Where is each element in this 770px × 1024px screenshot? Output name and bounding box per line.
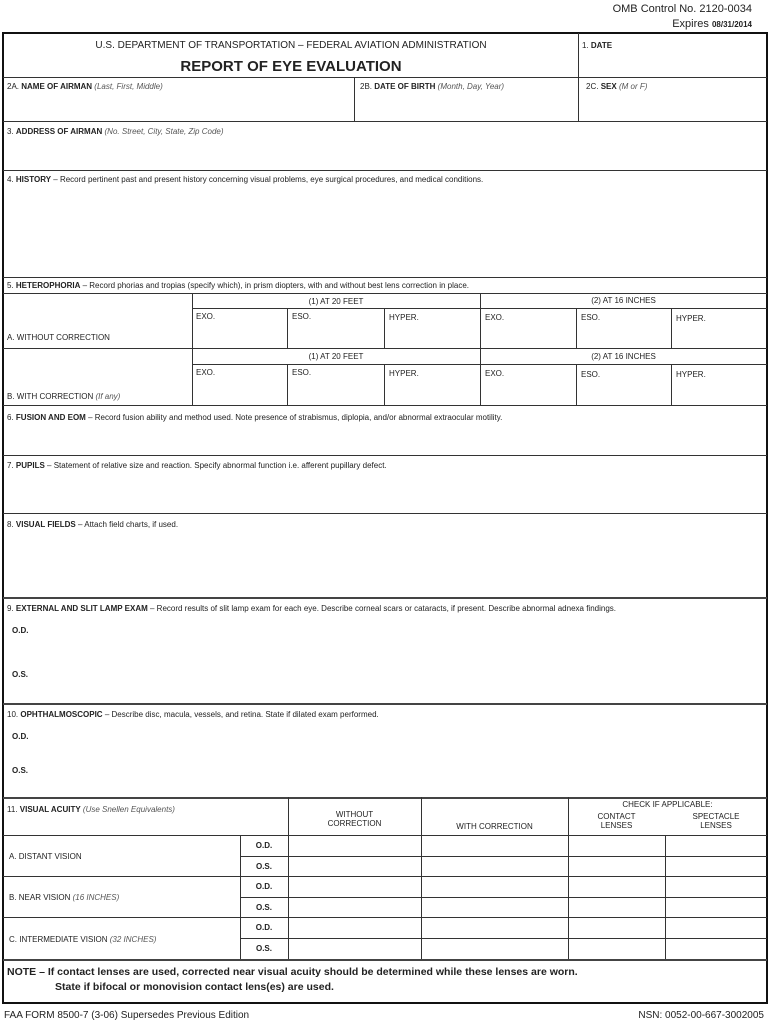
ophthalmoscopic-od-field[interactable]: O.D. xyxy=(12,732,29,741)
slit-lamp-heading: 9. EXTERNAL AND SLIT LAMP EXAM – Record … xyxy=(7,604,616,613)
ophthalmoscopic-os-field[interactable]: O.S. xyxy=(12,766,29,775)
intermediate-os-label: O.S. xyxy=(255,944,272,953)
hyper-20ft-b[interactable]: HYPER. xyxy=(389,369,419,378)
agency-name: U.S. DEPARTMENT OF TRANSPORTATION – FEDE… xyxy=(95,40,487,51)
near-vision-label: B. NEAR VISION (16 INCHES) xyxy=(9,893,120,902)
exo-20ft-b[interactable]: EXO. xyxy=(196,368,216,377)
date-field[interactable]: 1. DATE xyxy=(582,41,613,50)
hyper-16in-b[interactable]: HYPER. xyxy=(676,370,706,379)
without-correction-header: WITHOUT CORRECTION xyxy=(327,810,382,828)
distant-vision-label: A. DISTANT VISION xyxy=(9,852,82,861)
at-20-feet-header: (1) AT 20 FEET xyxy=(308,297,364,306)
form-title: REPORT OF EYE EVALUATION xyxy=(180,58,402,75)
eso-20ft-a[interactable]: ESO. xyxy=(292,312,312,321)
at-16-inches-header: (2) AT 16 INCHES xyxy=(591,352,656,361)
sex-field[interactable]: 2C. SEX (M or F) xyxy=(586,82,648,91)
at-16-inches-header: (2) AT 16 INCHES xyxy=(591,296,656,305)
exo-16in-b[interactable]: EXO. xyxy=(485,369,505,378)
near-os-label: O.S. xyxy=(255,903,272,912)
intermediate-vision-label: C. INTERMEDIATE VISION (32 INCHES) xyxy=(9,935,157,944)
exo-20ft-a[interactable]: EXO. xyxy=(196,312,216,321)
eso-16in-a[interactable]: ESO. xyxy=(581,313,601,322)
visual-acuity-heading: 11. VISUAL ACUITY (Use Snellen Equivalen… xyxy=(7,805,175,814)
note-line-1: NOTE – If contact lenses are used, corre… xyxy=(7,966,578,978)
history-field[interactable]: 4. HISTORY – Record pertinent past and p… xyxy=(7,175,484,184)
near-od-label: O.D. xyxy=(255,882,273,891)
nsn-number: NSN: 0052-00-667-3002005 xyxy=(638,1010,764,1021)
date-of-birth-field[interactable]: 2B. DATE OF BIRTH (Month, Day, Year) xyxy=(360,82,505,91)
check-if-applicable-header: CHECK IF APPLICABLE: xyxy=(622,800,713,809)
form-frame xyxy=(2,32,768,1004)
ophthalmoscopic-heading: 10. OPHTHALMOSCOPIC – Describe disc, mac… xyxy=(7,710,379,719)
expires-label: Expires xyxy=(672,18,709,30)
form-number: FAA FORM 8500-7 (3-06) Supersedes Previo… xyxy=(4,1010,250,1021)
slit-lamp-od-field[interactable]: O.D. xyxy=(12,626,29,635)
name-of-airman-field[interactable]: 2A. NAME OF AIRMAN (Last, First, Middle) xyxy=(7,82,163,91)
intermediate-od-label: O.D. xyxy=(255,923,273,932)
hyper-20ft-a[interactable]: HYPER. xyxy=(389,313,419,322)
at-20-feet-header: (1) AT 20 FEET xyxy=(308,352,364,361)
eso-16in-b[interactable]: ESO. xyxy=(581,370,601,379)
address-field[interactable]: 3. ADDRESS OF AIRMAN (No. Street, City, … xyxy=(7,127,224,136)
hyper-16in-a[interactable]: HYPER. xyxy=(676,314,706,323)
distant-os-label: O.S. xyxy=(255,862,272,871)
distant-od-label: O.D. xyxy=(255,841,273,850)
slit-lamp-os-field[interactable]: O.S. xyxy=(12,670,29,679)
fusion-eom-field[interactable]: 6. FUSION AND EOM – Record fusion abilit… xyxy=(7,413,503,422)
spectacle-lenses-header: SPECTACLE LENSES xyxy=(692,812,740,830)
expires-date: 08/31/2014 xyxy=(711,20,752,29)
pupils-field[interactable]: 7. PUPILS – Statement of relative size a… xyxy=(7,461,387,470)
visual-fields-field[interactable]: 8. VISUAL FIELDS – Attach field charts, … xyxy=(7,520,179,529)
exo-16in-a[interactable]: EXO. xyxy=(485,313,505,322)
eso-20ft-b[interactable]: ESO. xyxy=(292,368,312,377)
with-correction-header: WITH CORRECTION xyxy=(456,822,533,831)
expiration: Expires 08/31/2014 xyxy=(672,18,752,30)
omb-control-number: OMB Control No. 2120-0034 xyxy=(612,3,752,15)
without-correction-label: A. WITHOUT CORRECTION xyxy=(7,333,110,342)
contact-lenses-header: CONTACT LENSES xyxy=(597,812,636,830)
with-correction-label: B. WITH CORRECTION (If any) xyxy=(7,392,121,401)
heterophoria-heading: 5. HETEROPHORIA – Record phorias and tro… xyxy=(7,281,469,290)
note-line-2: State if bifocal or monovision contact l… xyxy=(55,981,334,993)
